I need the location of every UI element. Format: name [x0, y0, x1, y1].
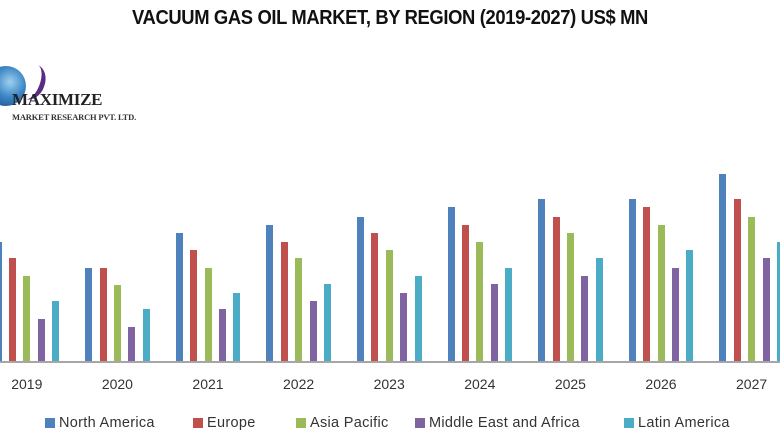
x-tick-label: 2019	[11, 376, 43, 392]
bar-asia-pacific-2026	[657, 225, 665, 361]
bar-middle-east-and-africa-2022	[309, 301, 317, 361]
bar-middle-east-and-africa-2024	[490, 284, 498, 361]
bar-middle-east-and-africa-2027	[762, 258, 770, 361]
legend-label: Middle East and Africa	[429, 415, 580, 431]
x-tick-label: 2020	[101, 376, 133, 392]
bar-europe-2020	[99, 268, 107, 361]
bar-asia-pacific-2024	[476, 242, 484, 361]
x-tick-label: 2021	[192, 376, 224, 392]
company-logo: MAXIMIZE MARKET RESEARCH PVT. LTD.	[0, 60, 140, 130]
bar-latin-america-2027	[776, 242, 780, 361]
bar-latin-america-2021	[233, 293, 241, 361]
bar-north-america-2021	[175, 233, 183, 361]
x-tick-label: 2025	[554, 376, 586, 392]
chart-title: VACUUM GAS OIL MARKET, BY REGION (2019-2…	[132, 7, 648, 29]
bar-asia-pacific-2022	[295, 258, 303, 361]
bar-north-america-2020	[85, 268, 93, 361]
legend-item-asia-pacific: Asia Pacific	[296, 415, 389, 431]
bar-north-america-2019	[0, 242, 2, 361]
x-tick-label: 2023	[373, 376, 405, 392]
x-tick-label: 2026	[645, 376, 677, 392]
legend-item-north-america: North America	[45, 415, 155, 431]
bar-asia-pacific-2027	[748, 217, 756, 361]
bar-middle-east-and-africa-2025	[581, 276, 589, 361]
logo-subtitle: MARKET RESEARCH PVT. LTD.	[12, 112, 137, 122]
legend-swatch-icon	[296, 418, 306, 428]
bar-middle-east-and-africa-2026	[671, 268, 679, 361]
bar-asia-pacific-2025	[566, 233, 574, 361]
bar-latin-america-2022	[323, 284, 331, 361]
bar-middle-east-and-africa-2023	[400, 293, 408, 361]
bar-europe-2025	[552, 217, 560, 361]
bar-north-america-2025	[538, 199, 546, 361]
bar-asia-pacific-2023	[385, 250, 393, 361]
legend-swatch-icon	[415, 418, 425, 428]
bar-europe-2027	[733, 199, 741, 361]
bar-north-america-2023	[356, 217, 364, 361]
legend-item-latin-america: Latin America	[624, 415, 730, 431]
bar-north-america-2022	[266, 225, 274, 361]
bar-north-america-2026	[628, 199, 636, 361]
legend-label: Asia Pacific	[310, 415, 389, 431]
x-tick-label: 2022	[283, 376, 315, 392]
legend-label: North America	[59, 415, 155, 431]
bar-europe-2021	[190, 250, 198, 361]
bar-middle-east-and-africa-2021	[218, 309, 226, 361]
bar-middle-east-and-africa-2019	[37, 319, 45, 361]
legend-label: Europe	[207, 415, 256, 431]
logo-name: MAXIMIZE	[12, 90, 103, 109]
x-tick-label: 2027	[736, 376, 768, 392]
bar-asia-pacific-2020	[113, 285, 121, 361]
bar-latin-america-2019	[52, 301, 60, 361]
bar-europe-2022	[280, 242, 288, 361]
legend-swatch-icon	[624, 418, 634, 428]
x-tick-label: 2024	[464, 376, 496, 392]
bar-europe-2026	[643, 207, 651, 361]
legend: North America Europe Asia Pacific Middle Ea…	[0, 415, 780, 435]
legend-swatch-icon	[193, 418, 203, 428]
bar-asia-pacific-2021	[204, 268, 212, 361]
bar-latin-america-2024	[505, 268, 513, 361]
bar-north-america-2027	[719, 174, 727, 361]
legend-item-middle-east-and-africa: Middle East and Africa	[415, 415, 580, 431]
legend-label: Latin America	[638, 415, 730, 431]
x-axis-line	[0, 361, 780, 363]
bar-north-america-2024	[447, 207, 455, 361]
bar-latin-america-2020	[142, 309, 150, 361]
bar-latin-america-2023	[414, 276, 422, 361]
bar-europe-2019	[8, 258, 16, 361]
bar-latin-america-2025	[595, 258, 603, 361]
legend-item-europe: Europe	[193, 415, 256, 431]
legend-swatch-icon	[45, 418, 55, 428]
bar-middle-east-and-africa-2020	[128, 327, 136, 361]
bar-latin-america-2026	[686, 250, 694, 361]
bar-europe-2023	[371, 233, 379, 361]
bar-asia-pacific-2019	[23, 276, 31, 361]
bar-europe-2024	[461, 225, 469, 361]
